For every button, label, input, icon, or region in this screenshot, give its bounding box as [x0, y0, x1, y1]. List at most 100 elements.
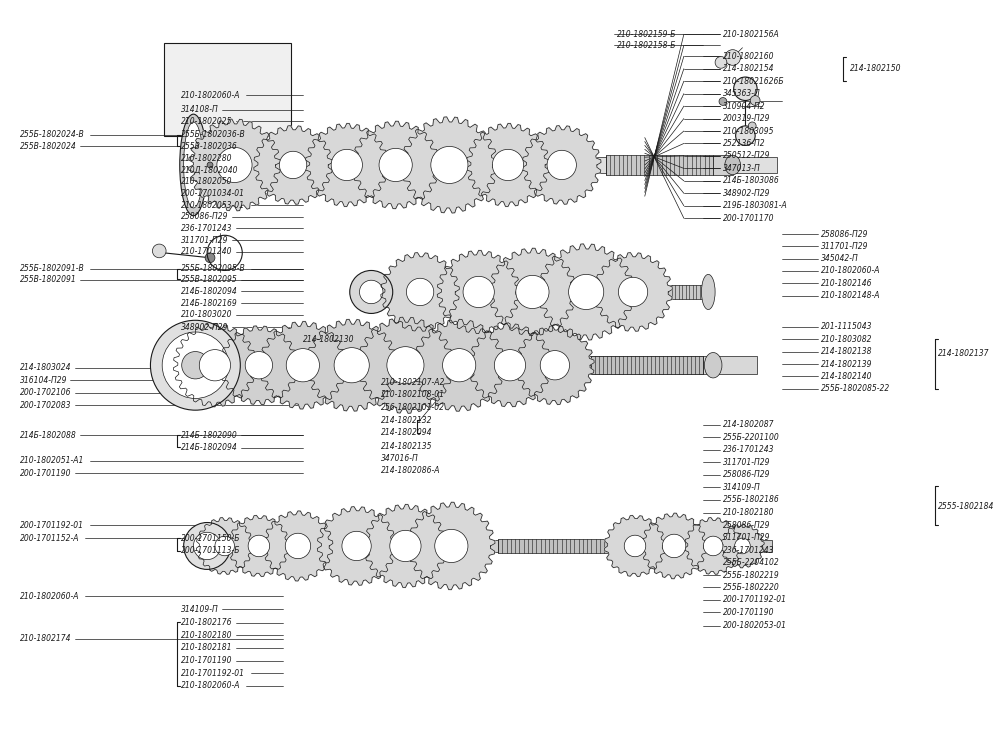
Bar [591, 356, 703, 374]
Circle shape [406, 278, 434, 306]
Polygon shape [263, 511, 333, 581]
Bar [195, 540, 772, 552]
Polygon shape [305, 124, 388, 206]
Polygon shape [306, 320, 398, 411]
Polygon shape [489, 248, 576, 336]
Polygon shape [173, 324, 256, 406]
Text: 214-1802130: 214-1802130 [303, 335, 354, 344]
Text: 256-1802101-02: 256-1802101-02 [381, 403, 445, 412]
Text: 214-1802150: 214-1802150 [850, 64, 901, 74]
Bar [361, 287, 645, 297]
Text: 200-1701192-01: 200-1701192-01 [723, 596, 787, 604]
Text: 236-1701243: 236-1701243 [181, 224, 232, 233]
Text: 210-1802180: 210-1802180 [723, 509, 774, 518]
Circle shape [703, 536, 723, 556]
Text: 345363-П: 345363-П [723, 89, 761, 98]
Bar [640, 285, 703, 298]
Text: 210-1802051-А1: 210-1802051-А1 [20, 456, 84, 465]
Text: 200-1701034-01: 200-1701034-01 [181, 189, 245, 198]
Circle shape [334, 348, 369, 382]
Text: 214-1802132: 214-1802132 [381, 416, 433, 425]
Text: 210-1803082: 210-1803082 [821, 334, 872, 344]
Text: 255В-1802024: 255В-1802024 [20, 142, 76, 151]
Polygon shape [522, 126, 601, 204]
Circle shape [342, 531, 371, 560]
Text: 210-1802156А: 210-1802156А [723, 30, 780, 39]
Text: 210-1802060-А: 210-1802060-А [20, 592, 79, 601]
Text: 316104-П29: 316104-П29 [20, 376, 67, 385]
Bar [164, 43, 291, 136]
Text: 347013-П: 347013-П [723, 164, 761, 173]
Polygon shape [466, 124, 550, 206]
Circle shape [207, 162, 213, 168]
Text: 255Б-2204102: 255Б-2204102 [723, 558, 780, 567]
Text: 210-1802107-А2: 210-1802107-А2 [381, 378, 445, 387]
Text: 210Д-1802040: 210Д-1802040 [181, 165, 238, 174]
Polygon shape [381, 253, 459, 332]
Text: 214Б-1802169: 214Б-1802169 [181, 298, 237, 307]
Circle shape [150, 320, 240, 410]
Text: 255Б-1802036-В: 255Б-1802036-В [181, 130, 245, 140]
Text: 214-1802087: 214-1802087 [723, 420, 774, 429]
Text: 210-1802148-А: 210-1802148-А [821, 291, 880, 300]
Circle shape [748, 122, 756, 130]
Bar [606, 155, 713, 175]
Text: 345042-П: 345042-П [821, 254, 858, 263]
Text: 210-1802060-А: 210-1802060-А [181, 681, 240, 690]
Circle shape [624, 536, 646, 556]
Text: 214-1802154: 214-1802154 [723, 64, 774, 74]
Text: 214Б-1803086: 214Б-1803086 [723, 176, 780, 185]
Text: 210-1802060-А: 210-1802060-А [821, 266, 880, 275]
Text: 314109-П: 314109-П [181, 605, 218, 614]
Text: 210-1802280: 210-1802280 [181, 154, 232, 163]
Text: 311701-П29: 311701-П29 [181, 236, 228, 244]
Polygon shape [259, 322, 347, 409]
Polygon shape [604, 515, 666, 577]
Text: 310904-П2: 310904-П2 [723, 101, 766, 110]
Circle shape [286, 349, 319, 382]
Text: 210-1802174: 210-1802174 [20, 634, 71, 644]
Text: 255Б-1802219: 255Б-1802219 [723, 571, 780, 580]
Text: 236-1701243: 236-1701243 [723, 446, 774, 454]
Text: 210-1701190: 210-1701190 [181, 656, 232, 665]
Circle shape [494, 350, 526, 381]
Bar [191, 356, 757, 374]
Circle shape [725, 50, 741, 65]
Text: 200-1701150-Б: 200-1701150-Б [181, 534, 240, 543]
Text: 200-1702106: 200-1702106 [20, 388, 71, 397]
Circle shape [279, 152, 307, 178]
Circle shape [193, 532, 221, 560]
Circle shape [152, 244, 166, 258]
Text: 314108-П: 314108-П [181, 105, 218, 114]
Polygon shape [437, 251, 520, 334]
Text: 214-1802138: 214-1802138 [821, 347, 872, 356]
Polygon shape [413, 320, 505, 411]
Polygon shape [317, 507, 396, 585]
Circle shape [463, 276, 494, 308]
Bar [713, 155, 733, 175]
Text: 252136-П2: 252136-П2 [723, 139, 766, 148]
Circle shape [719, 98, 727, 105]
Circle shape [734, 77, 757, 101]
Text: 258086-П29: 258086-П29 [181, 212, 228, 221]
Text: 347016-П: 347016-П [381, 454, 419, 463]
Text: 201-1115043: 201-1115043 [821, 322, 872, 332]
Polygon shape [196, 518, 253, 574]
Text: 210-1802160: 210-1802160 [723, 52, 774, 61]
Circle shape [285, 533, 311, 559]
Text: 255Б-1802186: 255Б-1802186 [723, 495, 780, 504]
Text: 210-1802158-Б: 210-1802158-Б [617, 40, 677, 50]
Text: 236-1701243: 236-1701243 [723, 545, 774, 554]
Polygon shape [189, 119, 280, 211]
Text: 200-1701113-Б: 200-1701113-Б [181, 546, 240, 555]
Circle shape [662, 534, 686, 558]
Text: 214Б-1802088: 214Б-1802088 [20, 430, 76, 439]
Text: 311701-П29: 311701-П29 [723, 458, 770, 466]
Polygon shape [516, 326, 594, 404]
Circle shape [199, 350, 231, 381]
Circle shape [215, 536, 234, 556]
Text: 255Б-2201100: 255Б-2201100 [723, 433, 780, 442]
Text: 210-1802025: 210-1802025 [181, 117, 232, 126]
Ellipse shape [184, 122, 203, 208]
Circle shape [379, 148, 412, 182]
